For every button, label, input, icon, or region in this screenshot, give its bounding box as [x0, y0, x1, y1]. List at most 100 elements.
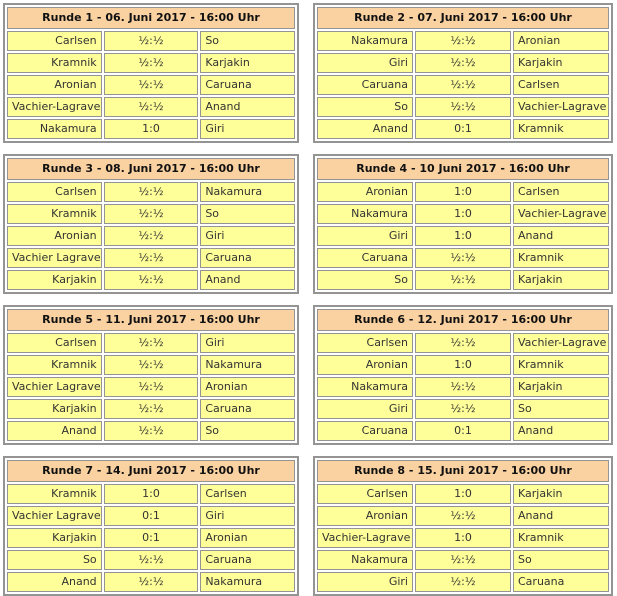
white-player: Vachier-Lagrave — [7, 97, 102, 117]
game-score: ½:½ — [103, 270, 199, 290]
white-player: Aronian — [317, 355, 413, 375]
game-row: Giri ½:½ Caruana — [317, 572, 609, 592]
black-player: Nakamura — [200, 182, 295, 202]
game-row: So ½:½ Vachier-Lagrave — [317, 97, 609, 117]
round-6-table: Runde 6 - 12. Juni 2017 - 16:00 Uhr Carl… — [313, 305, 613, 445]
black-player: So — [200, 421, 295, 441]
round-2-table: Runde 2 - 07. Juni 2017 - 16:00 Uhr Naka… — [313, 3, 613, 143]
white-player: Carlsen — [317, 333, 413, 353]
game-row: Giri ½:½ Karjakin — [317, 53, 609, 73]
game-row: Vachier Lagrave ½:½ Caruana — [7, 248, 295, 268]
game-score: 1:0 — [103, 119, 199, 139]
game-row: Carlsen 1:0 Karjakin — [317, 484, 609, 504]
game-row: Aronian 1:0 Carlsen — [317, 182, 609, 202]
black-player: So — [200, 31, 295, 51]
game-row: Giri 1:0 Anand — [317, 226, 609, 246]
black-player: Carlsen — [200, 484, 295, 504]
white-player: Giri — [317, 399, 413, 419]
game-score: ½:½ — [415, 97, 511, 117]
white-player: Nakamura — [317, 204, 413, 224]
game-row: Karjakin 0:1 Aronian — [7, 528, 295, 548]
game-row: Nakamura ½:½ Aronian — [317, 31, 609, 51]
white-player: Vachier Lagrave — [7, 377, 102, 397]
black-player: Giri — [200, 506, 295, 526]
game-score: ½:½ — [103, 97, 199, 117]
game-row: Karjakin ½:½ Caruana — [7, 399, 295, 419]
game-row: Carlsen ½:½ Giri — [7, 333, 295, 353]
game-row: Nakamura 1:0 Vachier-Lagrave — [317, 204, 609, 224]
white-player: Caruana — [317, 421, 413, 441]
black-player: So — [200, 204, 295, 224]
black-player: Nakamura — [200, 355, 295, 375]
round-2-title: Runde 2 - 07. Juni 2017 - 16:00 Uhr — [317, 7, 609, 29]
white-player: Nakamura — [7, 119, 102, 139]
white-player: Caruana — [317, 248, 413, 268]
black-player: Anand — [513, 226, 609, 246]
white-player: Anand — [317, 119, 413, 139]
game-row: So ½:½ Karjakin — [317, 270, 609, 290]
game-score: ½:½ — [415, 270, 511, 290]
game-row: Nakamura 1:0 Giri — [7, 119, 295, 139]
game-score: ½:½ — [103, 182, 199, 202]
black-player: Caruana — [200, 399, 295, 419]
game-score: ½:½ — [103, 31, 199, 51]
white-player: Anand — [7, 421, 102, 441]
black-player: Nakamura — [200, 572, 295, 592]
white-player: Kramnik — [7, 484, 102, 504]
round-4-title: Runde 4 - 10 Juni 2017 - 16:00 Uhr — [317, 158, 609, 180]
game-score: ½:½ — [415, 75, 511, 95]
game-score: 0:1 — [415, 119, 511, 139]
game-row: Vachier Lagrave 0:1 Giri — [7, 506, 295, 526]
black-player: Karjakin — [513, 377, 609, 397]
game-score: 1:0 — [415, 484, 511, 504]
game-row: Aronian ½:½ Giri — [7, 226, 295, 246]
black-player: Caruana — [200, 248, 295, 268]
black-player: Giri — [200, 333, 295, 353]
game-score: ½:½ — [415, 248, 511, 268]
white-player: Anand — [7, 572, 102, 592]
round-7-table: Runde 7 - 14. Juni 2017 - 16:00 Uhr Kram… — [3, 456, 299, 596]
white-player: Kramnik — [7, 355, 102, 375]
black-player: Anand — [200, 97, 295, 117]
game-row: Vachier Lagrave ½:½ Aronian — [7, 377, 295, 397]
game-score: 0:1 — [415, 421, 511, 441]
white-player: Vachier Lagrave — [7, 506, 102, 526]
black-player: Kramnik — [513, 355, 609, 375]
game-row: Caruana ½:½ Kramnik — [317, 248, 609, 268]
black-player: Caruana — [200, 550, 295, 570]
white-player: So — [317, 270, 413, 290]
game-score: 1:0 — [415, 204, 511, 224]
white-player: Aronian — [7, 226, 102, 246]
black-player: Caruana — [200, 75, 295, 95]
black-player: Giri — [200, 226, 295, 246]
black-player: Carlsen — [513, 75, 609, 95]
white-player: Vachier-Lagrave — [317, 528, 413, 548]
game-row: So ½:½ Caruana — [7, 550, 295, 570]
black-player: Kramnik — [513, 248, 609, 268]
game-score: ½:½ — [103, 75, 199, 95]
game-row: Caruana ½:½ Carlsen — [317, 75, 609, 95]
game-score: ½:½ — [415, 399, 511, 419]
game-row: Giri ½:½ So — [317, 399, 609, 419]
game-score: 0:1 — [103, 506, 199, 526]
game-row: Carlsen ½:½ Nakamura — [7, 182, 295, 202]
round-4-table: Runde 4 - 10 Juni 2017 - 16:00 Uhr Aroni… — [313, 154, 613, 294]
game-row: Nakamura ½:½ So — [317, 550, 609, 570]
black-player: Vachier-Lagrave — [513, 333, 609, 353]
black-player: Aronian — [200, 528, 295, 548]
white-player: Giri — [317, 53, 413, 73]
black-player: Aronian — [513, 31, 609, 51]
game-row: Anand 0:1 Kramnik — [317, 119, 609, 139]
white-player: Nakamura — [317, 31, 413, 51]
round-5-title: Runde 5 - 11. Juni 2017 - 16:00 Uhr — [7, 309, 295, 331]
game-score: ½:½ — [103, 204, 199, 224]
game-score: 1:0 — [415, 355, 511, 375]
game-score: ½:½ — [415, 333, 511, 353]
black-player: Vachier-Lagrave — [513, 97, 609, 117]
white-player: Vachier Lagrave — [7, 248, 102, 268]
white-player: So — [7, 550, 102, 570]
game-row: Vachier-Lagrave ½:½ Anand — [7, 97, 295, 117]
round-7-title: Runde 7 - 14. Juni 2017 - 16:00 Uhr — [7, 460, 295, 482]
black-player: Anand — [513, 506, 609, 526]
game-row: Karjakin ½:½ Anand — [7, 270, 295, 290]
